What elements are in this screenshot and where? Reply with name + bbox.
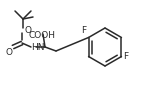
Text: O: O bbox=[24, 26, 31, 34]
Text: O: O bbox=[5, 48, 12, 57]
Text: HN: HN bbox=[32, 42, 45, 51]
Text: F: F bbox=[124, 52, 129, 61]
Text: F: F bbox=[81, 26, 87, 34]
Text: COOH: COOH bbox=[28, 31, 55, 40]
